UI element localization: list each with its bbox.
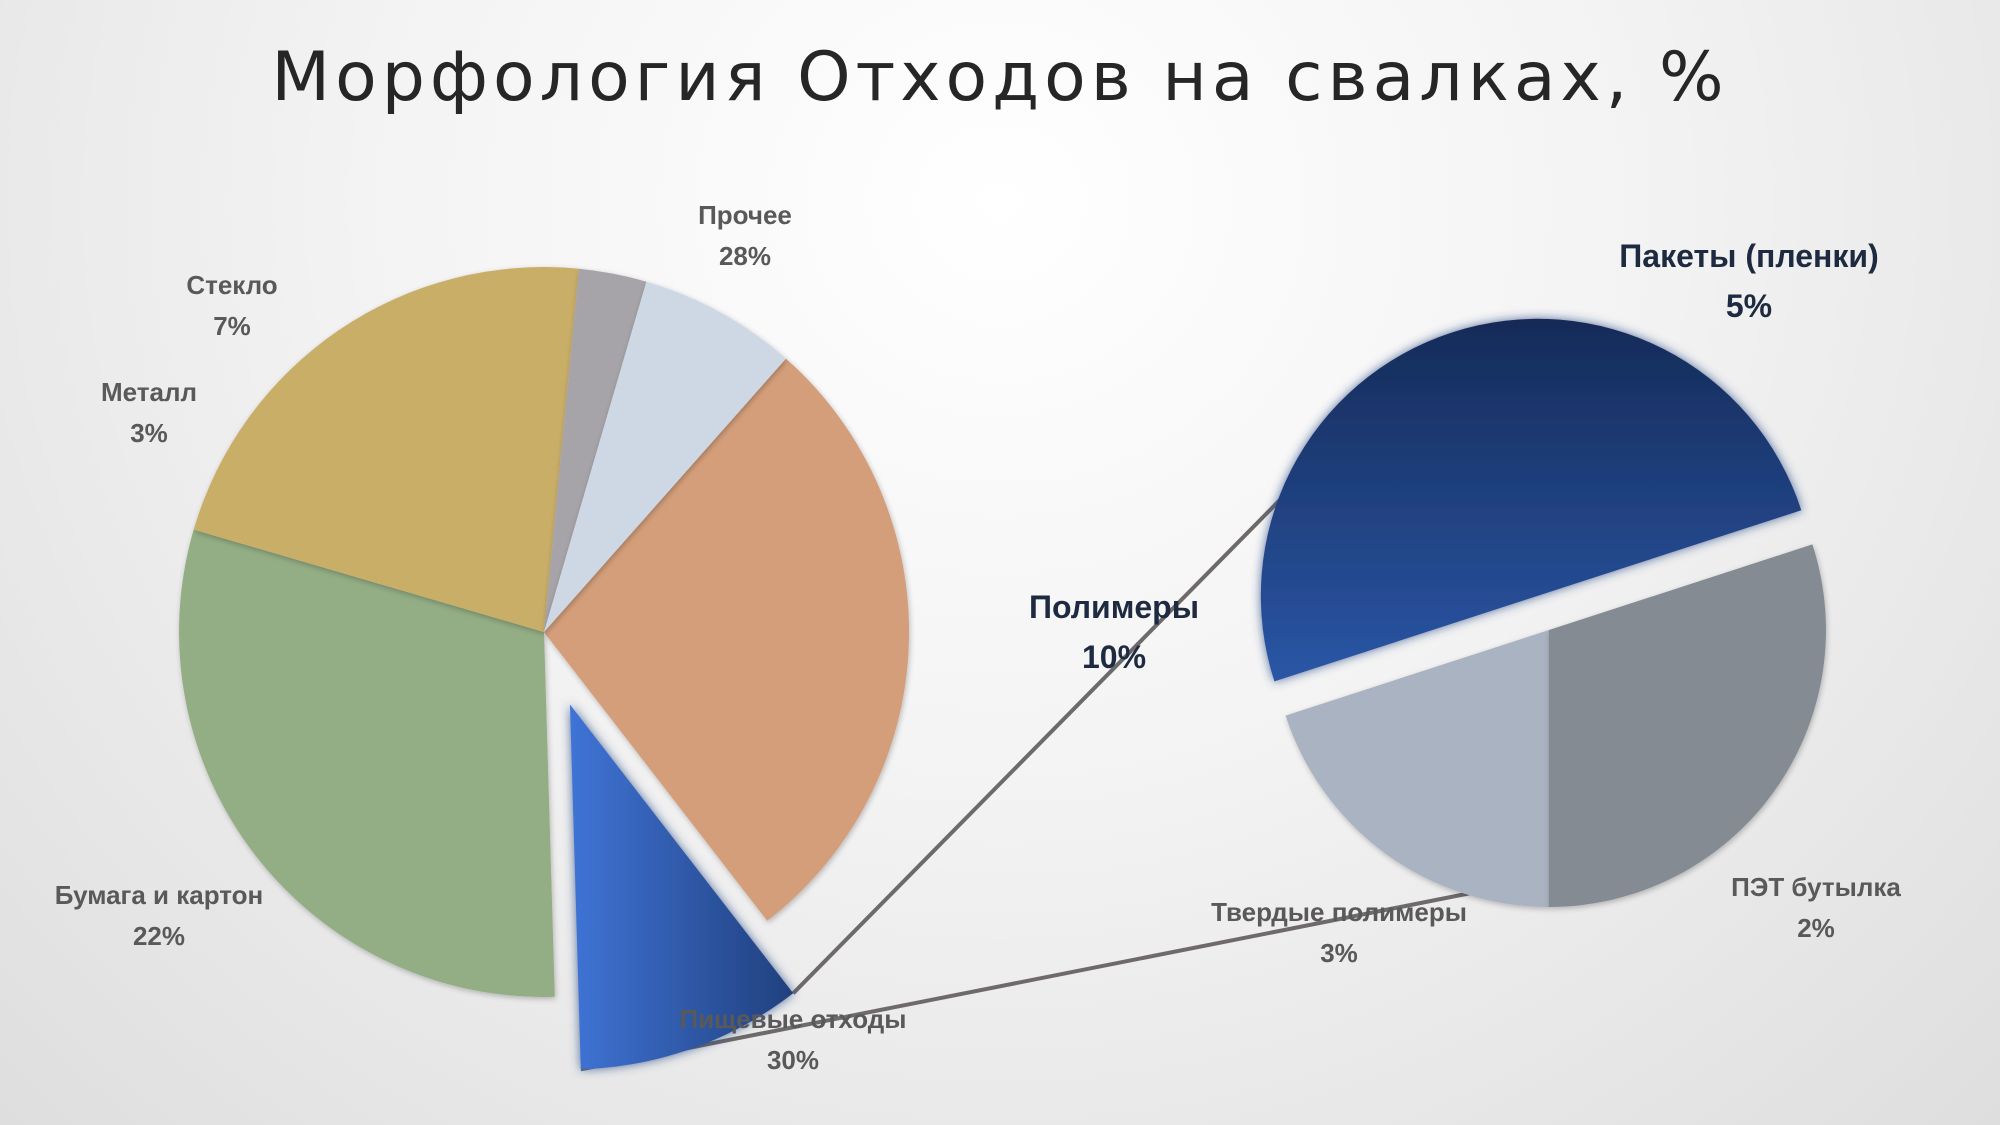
data-label-пищевые-отходы: Пищевые отходы 30% [680,1004,907,1075]
pie-slice-пищевые-отходы [179,529,555,997]
pie-slice-полимеры [569,704,794,1070]
data-label-value: 28% [719,241,771,271]
data-label-category: Твердые полимеры [1211,897,1467,927]
data-label-пэт-бутылка: ПЭТ бутылка 2% [1731,872,1901,943]
data-label-value: 10% [1082,639,1146,675]
pie-slice-металл [544,268,647,632]
data-label-value: 7% [213,311,251,341]
pie-slice-прочее [544,358,910,921]
chart-title: Морфология Отходов на свалках, % [271,38,1729,117]
data-label-value: 5% [1726,288,1772,324]
secondary-slice-твердые-полимеры [1549,544,1826,907]
secondary-slice-пакеты-пленки [1260,318,1802,682]
data-label-category: Пищевые отходы [680,1004,907,1034]
data-label-value: 3% [1320,938,1358,968]
data-label-стекло: Стекло 7% [186,270,277,341]
data-label-value: 3% [130,418,168,448]
data-label-металл: Металл 3% [101,377,197,448]
data-label-category: Стекло [186,270,277,300]
data-label-твердые-полимеры: Твердые полимеры 3% [1211,897,1467,968]
data-label-category: Металл [101,377,197,407]
data-label-value: 2% [1797,913,1835,943]
data-label-category: ПЭТ бутылка [1731,872,1901,902]
pie-slice-стекло [544,281,786,632]
data-label-category: Полимеры [1029,589,1199,625]
data-label-value: 30% [767,1045,819,1075]
data-label-прочее: Прочее 28% [698,200,792,271]
pie-slice-бумага-и-картон [193,267,579,632]
connector-line-bottom [580,891,1472,1072]
data-label-полимеры: Полимеры 10% [1029,589,1199,675]
data-label-пакеты-пленки: Пакеты (пленки) 5% [1619,238,1878,324]
data-label-category: Прочее [698,200,792,230]
data-label-category: Бумага и картон [55,880,264,910]
data-label-бумага-и-картон: Бумага и картон 22% [55,880,264,951]
data-label-category: Пакеты (пленки) [1619,238,1878,274]
secondary-slice-пэт-бутылка [1285,630,1549,907]
data-label-value: 22% [133,921,185,951]
